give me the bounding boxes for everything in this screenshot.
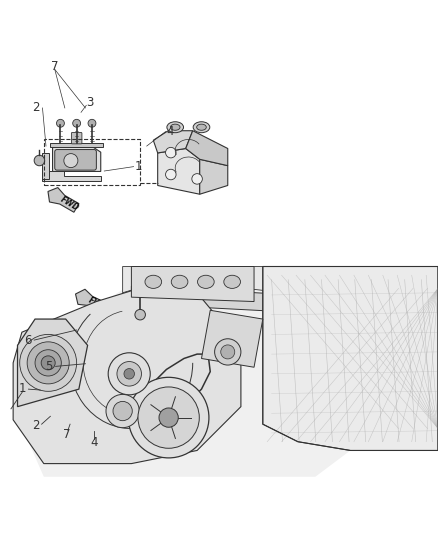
Text: 7: 7 xyxy=(51,60,59,73)
Circle shape xyxy=(20,334,77,391)
Polygon shape xyxy=(42,172,101,181)
Text: 4: 4 xyxy=(90,436,98,449)
Circle shape xyxy=(192,174,202,184)
Circle shape xyxy=(113,401,132,421)
Polygon shape xyxy=(13,266,438,477)
Polygon shape xyxy=(42,152,49,179)
Polygon shape xyxy=(53,147,101,172)
Circle shape xyxy=(166,147,176,158)
Bar xyxy=(0,266,438,486)
Circle shape xyxy=(34,155,45,166)
Circle shape xyxy=(135,310,145,320)
Circle shape xyxy=(138,387,199,448)
FancyBboxPatch shape xyxy=(71,133,82,144)
Text: 1: 1 xyxy=(134,160,142,173)
Ellipse shape xyxy=(167,122,184,133)
Polygon shape xyxy=(158,149,200,194)
Ellipse shape xyxy=(170,124,180,130)
FancyBboxPatch shape xyxy=(55,150,96,170)
Circle shape xyxy=(106,394,139,427)
Text: 2: 2 xyxy=(32,418,40,432)
Circle shape xyxy=(124,368,134,379)
Polygon shape xyxy=(186,131,228,166)
Circle shape xyxy=(73,119,81,127)
Text: FWD: FWD xyxy=(87,296,109,313)
Ellipse shape xyxy=(193,122,210,133)
Circle shape xyxy=(159,408,178,427)
Bar xyxy=(44,140,140,185)
Circle shape xyxy=(117,361,141,386)
Polygon shape xyxy=(200,159,228,194)
Ellipse shape xyxy=(224,275,240,288)
Circle shape xyxy=(128,377,209,458)
Polygon shape xyxy=(263,266,438,450)
Circle shape xyxy=(108,353,150,395)
Circle shape xyxy=(64,154,78,167)
Polygon shape xyxy=(75,289,107,312)
Polygon shape xyxy=(123,266,438,293)
Text: 7: 7 xyxy=(63,428,71,441)
Text: 4: 4 xyxy=(166,125,174,138)
Polygon shape xyxy=(13,284,241,464)
Polygon shape xyxy=(131,286,298,312)
Circle shape xyxy=(215,339,241,365)
Polygon shape xyxy=(201,310,263,367)
Text: 6: 6 xyxy=(24,334,32,346)
Ellipse shape xyxy=(197,124,206,130)
Circle shape xyxy=(166,169,176,180)
Circle shape xyxy=(221,345,235,359)
Circle shape xyxy=(41,356,55,370)
Polygon shape xyxy=(18,319,88,407)
Text: 5: 5 xyxy=(46,360,53,373)
Circle shape xyxy=(88,119,96,127)
Text: 3: 3 xyxy=(86,96,93,109)
Text: FWD: FWD xyxy=(58,195,80,213)
Ellipse shape xyxy=(145,275,162,288)
Polygon shape xyxy=(48,188,79,212)
Text: 1: 1 xyxy=(19,382,27,395)
Text: 2: 2 xyxy=(32,101,40,115)
Ellipse shape xyxy=(198,275,214,288)
Polygon shape xyxy=(153,131,193,153)
Circle shape xyxy=(27,342,69,384)
Ellipse shape xyxy=(171,275,188,288)
Circle shape xyxy=(35,350,61,376)
Circle shape xyxy=(57,119,64,127)
Polygon shape xyxy=(131,266,254,302)
Polygon shape xyxy=(50,143,103,147)
